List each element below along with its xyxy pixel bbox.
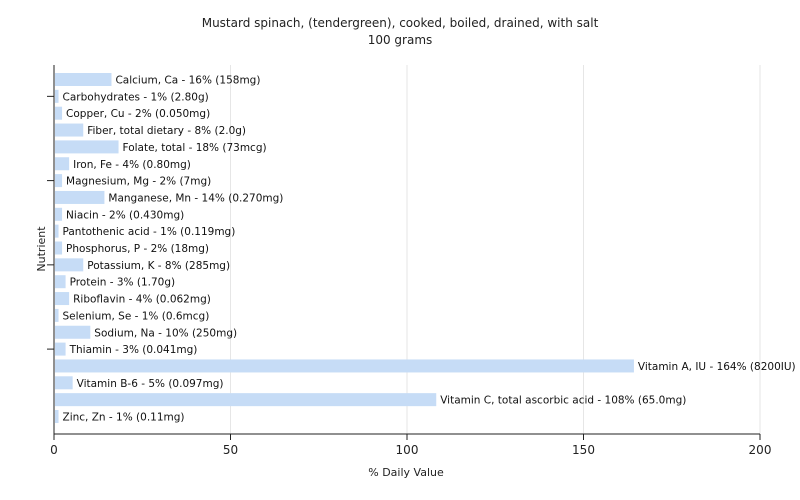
bar-label: Vitamin B-6 - 5% (0.097mg): [77, 378, 224, 390]
bar-label: Vitamin C, total ascorbic acid - 108% (6…: [440, 395, 686, 407]
x-tick-label: 50: [223, 443, 238, 457]
bar: [55, 89, 59, 103]
bar: [55, 123, 84, 137]
grid-lines: [230, 65, 761, 434]
bar: [55, 157, 70, 171]
bar-label: Manganese, Mn - 14% (0.270mg): [108, 192, 283, 204]
bar-label: Phosphorus, P - 2% (18mg): [66, 243, 209, 255]
x-axis-label: % Daily Value: [368, 466, 444, 479]
bar: [55, 410, 59, 423]
bar: [55, 73, 112, 86]
bar-label: Potassium, K - 8% (285mg): [87, 260, 230, 272]
bar-label: Magnesium, Mg - 2% (7mg): [66, 176, 211, 188]
x-tick-label: 200: [749, 443, 772, 457]
bar: [55, 258, 84, 272]
bar: [55, 393, 437, 407]
bar-label: Folate, total - 18% (73mcg): [123, 142, 267, 154]
x-tick-label: 100: [396, 443, 419, 457]
bar-label: Carbohydrates - 1% (2.80g): [63, 91, 209, 103]
bar: [55, 275, 66, 289]
bar-label: Copper, Cu - 2% (0.050mg): [66, 108, 210, 120]
bars: [55, 73, 634, 423]
bar: [55, 325, 91, 339]
bar-label: Fiber, total dietary - 8% (2.0g): [87, 125, 246, 137]
bar-label: Pantothenic acid - 1% (0.119mg): [63, 226, 236, 238]
bar: [55, 174, 63, 188]
bar-label: Iron, Fe - 4% (0.80mg): [73, 159, 191, 171]
bar: [55, 207, 63, 221]
bar-label: Protein - 3% (1.70g): [70, 277, 176, 289]
bar: [55, 308, 59, 322]
bar-label: Selenium, Se - 1% (0.6mcg): [63, 310, 210, 322]
chart-title: Mustard spinach, (tendergreen), cooked, …: [202, 16, 599, 30]
bar: [55, 342, 66, 356]
bar-label: Riboflavin - 4% (0.062mg): [73, 294, 211, 306]
bar: [55, 376, 73, 390]
bar-label: Zinc, Zn - 1% (0.11mg): [63, 412, 185, 424]
bar: [55, 106, 63, 120]
bar-label: Thiamin - 3% (0.041mg): [69, 344, 198, 356]
bar: [55, 224, 59, 238]
bar: [55, 190, 105, 204]
y-axis-label: Nutrient: [35, 226, 48, 272]
x-tick-label: 150: [572, 443, 595, 457]
bar: [55, 292, 70, 306]
bar-label: Calcium, Ca - 16% (158mg): [115, 75, 260, 87]
bar: [55, 140, 119, 154]
bar-labels: Calcium, Ca - 16% (158mg) Carbohydrates -…: [63, 75, 796, 424]
axes: 0 50 100 150 200: [47, 65, 771, 457]
chart-subtitle: 100 grams: [368, 33, 433, 47]
x-tick-label: 0: [50, 443, 58, 457]
bar-label: Vitamin A, IU - 164% (8200IU): [638, 361, 796, 373]
bar: [55, 241, 63, 255]
bar-label: Sodium, Na - 10% (250mg): [94, 327, 237, 339]
bar: [55, 359, 634, 373]
bar-label: Niacin - 2% (0.430mg): [66, 209, 184, 221]
